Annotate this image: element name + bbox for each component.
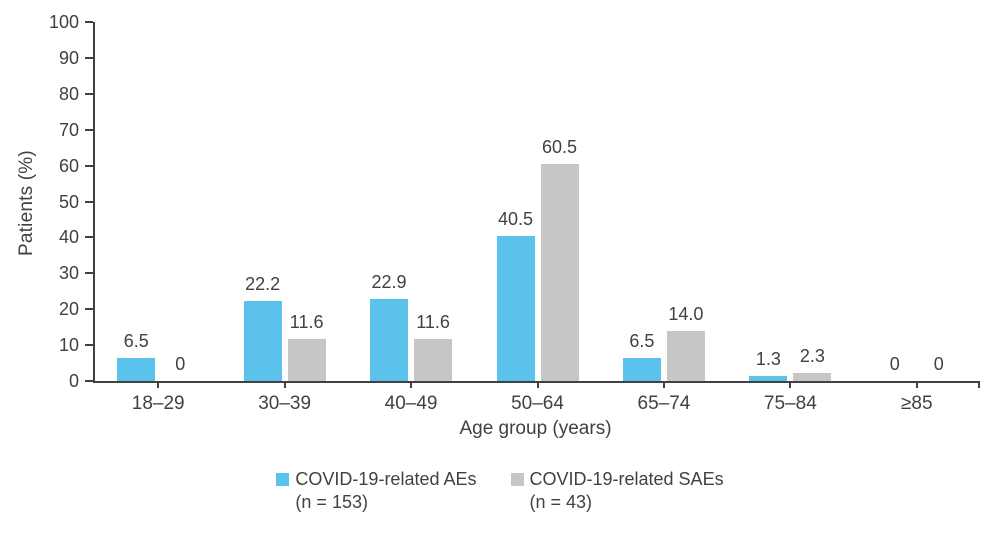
legend-label: COVID-19-related SAEs (n = 43) xyxy=(530,468,724,514)
x-axis-category-label: 18–29 xyxy=(131,393,185,414)
y-axis-tick xyxy=(85,272,93,275)
x-axis-tick xyxy=(283,381,286,388)
y-axis-tick-label: 50 xyxy=(58,191,79,212)
bar-aes xyxy=(749,376,788,381)
bar-value-label: 22.9 xyxy=(371,271,407,292)
y-axis-tick-label: 100 xyxy=(48,12,79,32)
bar-aes xyxy=(370,298,409,381)
y-axis-tick-label: 40 xyxy=(58,227,79,248)
y-axis-tick-label: 70 xyxy=(58,119,79,140)
x-axis-category-label: 30–39 xyxy=(258,393,312,414)
x-axis-tick xyxy=(536,381,539,388)
bar-value-label: 6.5 xyxy=(629,330,655,351)
y-axis-tick-label: 60 xyxy=(58,155,79,176)
x-axis-tick xyxy=(410,381,413,388)
legend-series-name: COVID-19-related AEs xyxy=(295,469,477,489)
bar-value-label: 0 xyxy=(889,354,900,374)
bar-saes xyxy=(287,339,326,381)
legend: COVID-19-related AEs (n = 153) COVID-19-re… xyxy=(0,468,1000,514)
y-axis-tick xyxy=(85,164,93,167)
bar-value-label: 14.0 xyxy=(668,303,704,324)
x-axis-category-label: 75–84 xyxy=(763,393,817,414)
y-axis-tick-label: 30 xyxy=(58,263,79,284)
y-axis-tick xyxy=(85,56,93,59)
legend-entry-saes: COVID-19-related SAEs (n = 43) xyxy=(510,468,724,514)
bar-saes xyxy=(666,330,705,381)
legend-series-name: COVID-19-related SAEs xyxy=(529,469,724,489)
y-axis-tick xyxy=(85,92,93,95)
x-axis-category-label: 65–74 xyxy=(637,393,691,414)
bar-value-label: 2.3 xyxy=(799,345,825,366)
bar-aes xyxy=(622,357,661,381)
x-axis-end-tick xyxy=(978,381,980,388)
bar-value-label: 11.6 xyxy=(289,312,324,333)
y-axis-tick xyxy=(85,308,93,311)
y-axis-tick xyxy=(85,200,93,203)
legend-series-n: (n = 43) xyxy=(529,492,593,512)
x-axis-category-label: 40–49 xyxy=(384,393,438,414)
plot-area: 0 10 20 30 40 50 60 70 80 90 100 18–29 6.5 0 30–39 22.2… xyxy=(49,12,980,414)
x-axis-tick xyxy=(157,381,160,388)
bar-saes xyxy=(793,372,832,381)
bar-aes xyxy=(496,235,535,381)
y-axis-tick-label: 80 xyxy=(58,83,79,104)
bar-saes xyxy=(540,163,579,381)
legend-entry-aes: COVID-19-related AEs (n = 153) xyxy=(276,468,477,514)
bar-aes xyxy=(243,301,282,381)
bar-value-label: 1.3 xyxy=(755,349,781,370)
bar-value-label: 0 xyxy=(933,354,944,374)
x-axis-category-label: ≥85 xyxy=(901,393,933,414)
y-axis-tick xyxy=(85,128,93,131)
bar-value-label: 0 xyxy=(175,354,186,374)
bar-value-label: 6.5 xyxy=(123,330,149,351)
bar-saes xyxy=(414,339,453,381)
legend-label: COVID-19-related AEs (n = 153) xyxy=(295,468,476,514)
bar-value-label: 22.2 xyxy=(245,274,281,295)
y-axis-tick-label: 20 xyxy=(58,299,79,320)
y-axis-tick-label: 0 xyxy=(68,371,79,391)
x-axis-tick xyxy=(662,381,665,388)
y-axis-tick-label: 90 xyxy=(58,47,79,68)
legend-series-n: (n = 153) xyxy=(295,492,368,512)
x-axis-tick xyxy=(915,381,918,388)
x-axis-tick xyxy=(789,381,792,388)
y-axis-tick xyxy=(85,380,93,382)
bar-value-label: 11.6 xyxy=(416,312,450,333)
x-axis-title: Age group (years) xyxy=(459,418,612,439)
y-axis-tick xyxy=(85,236,93,239)
x-axis-category-label: 50–64 xyxy=(511,393,564,414)
bar-aes xyxy=(117,357,156,381)
y-axis-tick-label: 10 xyxy=(58,335,79,356)
y-axis-tick xyxy=(85,344,93,347)
y-axis-tick xyxy=(85,21,93,23)
bar-value-label: 40.5 xyxy=(497,208,534,229)
legend-swatch-icon xyxy=(276,473,290,486)
legend-swatch-icon xyxy=(510,473,524,486)
bar-value-label: 60.5 xyxy=(541,136,578,157)
